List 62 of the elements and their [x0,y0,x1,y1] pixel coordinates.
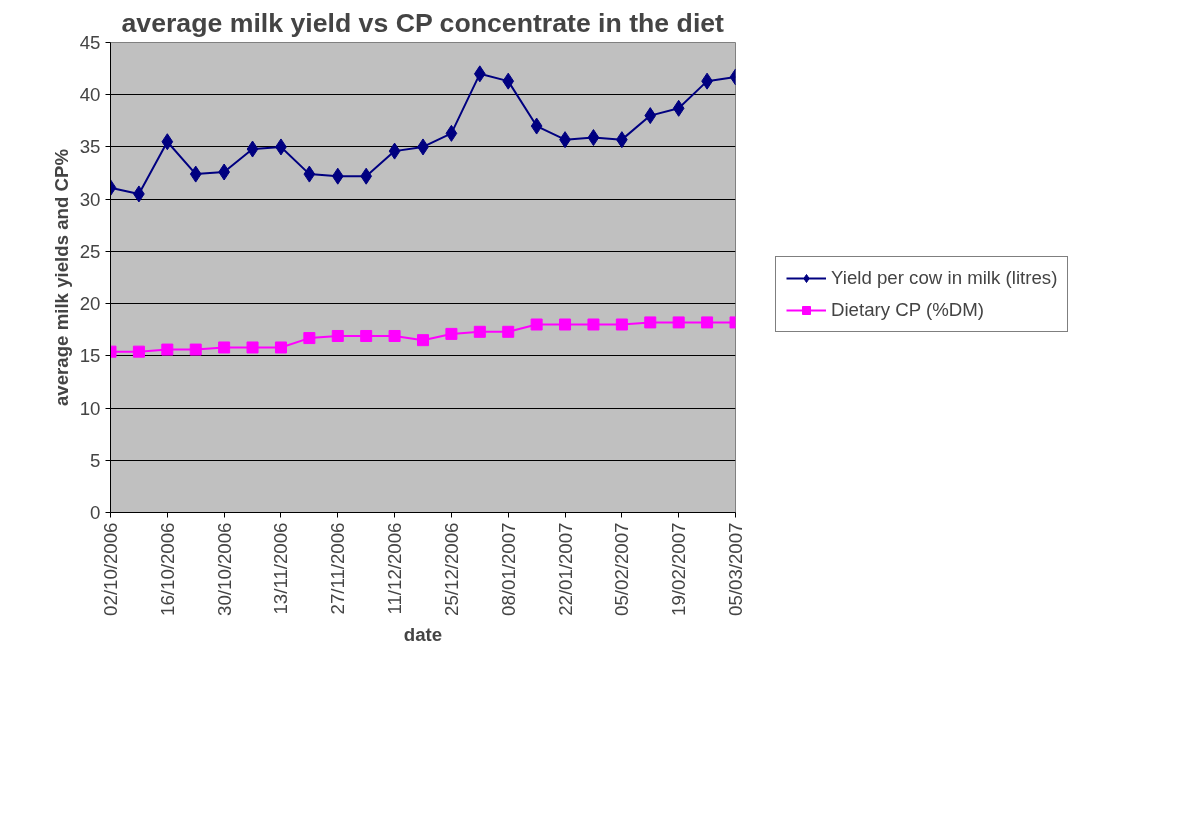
legend-label: Yield per cow in milk (litres) [831,267,1058,289]
x-tick-label: 16/10/2006 [156,522,178,616]
point [445,124,458,142]
point [331,167,344,185]
point [701,316,714,329]
legend-label: Dietary CP (%DM) [831,299,985,321]
x-tick-label: 25/12/2006 [440,522,462,616]
point [388,329,401,342]
point [246,341,259,354]
chart-title: average milk yield vs CP concentrate in the diet [121,7,725,38]
point [502,72,515,90]
x-tick-label: 05/02/2007 [611,522,633,616]
x-tick-label: 19/02/2007 [668,522,690,616]
point [502,325,515,338]
point [672,99,685,117]
y-tick-label: 25 [79,240,101,262]
y-tick-label: 20 [79,293,101,315]
x-tick-label: 08/01/2007 [497,522,519,616]
point [161,343,174,356]
point [445,327,458,340]
point [587,318,600,331]
x-axis-title: date [403,623,443,645]
point [559,318,572,331]
point [417,334,429,347]
x-tick-label: 05/03/2007 [725,522,746,616]
point [530,318,543,331]
x-tick-label: 27/11/2006 [327,522,349,615]
x-tick-label: 22/01/2007 [554,522,576,616]
y-tick-label: 5 [90,449,101,471]
y-tick-label: 40 [79,84,101,106]
point [473,325,486,338]
point [189,343,202,356]
point [388,142,401,160]
x-tick-label: 30/10/2006 [213,522,235,616]
point [360,167,373,185]
y-tick-label: 45 [79,32,101,53]
point [615,318,628,331]
y-tick-label: 10 [79,397,101,419]
point [331,329,344,342]
y-tick-label: 15 [79,345,101,367]
point [530,117,543,135]
y-axis-title: average milk yields and CP% [50,148,72,407]
y-tick-label: 30 [79,188,101,210]
x-tick-label: 13/11/2006 [270,522,292,615]
point [218,341,231,354]
point [274,341,287,354]
point [672,316,685,329]
x-tick-label: 11/12/2006 [384,522,406,615]
point [303,165,316,183]
point [360,329,373,342]
point [644,316,657,329]
point [473,65,486,83]
point [303,332,316,345]
point [587,129,600,147]
y-tick-label: 35 [79,136,101,158]
x-tick-label: 02/10/2006 [100,522,121,616]
point [132,345,145,358]
point [161,133,174,151]
point [189,165,202,183]
point [246,140,259,158]
y-tick-label: 0 [90,502,101,523]
point [644,107,657,125]
